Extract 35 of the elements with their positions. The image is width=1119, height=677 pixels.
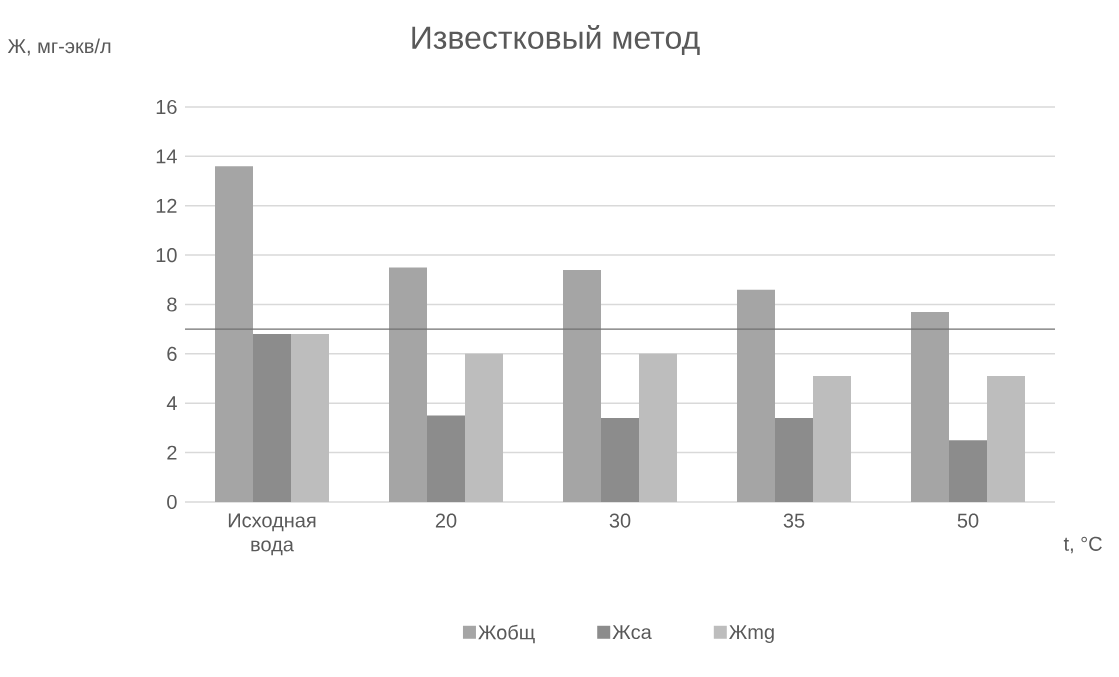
x-axis-title: t, °C: [1063, 536, 1102, 554]
bar: [775, 418, 813, 502]
legend-label: Жобщ: [478, 624, 535, 644]
y-tick-label: 12: [156, 198, 177, 213]
y-tick-label: 10: [156, 248, 177, 263]
y-tick-label: 2: [167, 445, 177, 460]
y-tick-label: 0: [167, 494, 177, 510]
bar: [291, 334, 330, 502]
y-tick-label: 14: [156, 149, 177, 164]
chart-title: Известковый метод: [412, 24, 700, 56]
y-tick-label: 8: [167, 297, 177, 312]
bar: [253, 334, 292, 502]
x-tick-label: 30: [609, 513, 631, 528]
y-axis-title: Ж, мг-экв/л: [7, 38, 111, 56]
bar: [949, 440, 987, 502]
legend-label: Жmg: [729, 625, 774, 644]
y-tick-label: 16: [156, 99, 177, 115]
y-tick-label: 4: [166, 396, 177, 411]
bar: [639, 353, 677, 502]
x-tick-label: Исходная вода: [228, 513, 316, 556]
y-tick-label: 6: [167, 346, 177, 361]
bar: [389, 267, 427, 502]
bar: [987, 376, 1025, 502]
bar: [813, 376, 851, 502]
x-tick-label: 35: [783, 513, 805, 528]
bar: [465, 353, 504, 502]
bar: [911, 311, 949, 502]
bar: [737, 289, 775, 502]
bar: [601, 418, 639, 502]
bar: [563, 269, 601, 502]
bar: [215, 166, 254, 502]
x-tick-label: 20: [435, 513, 457, 528]
bar: [427, 415, 465, 502]
x-tick-label: 50: [957, 513, 979, 528]
legend-label: Жса: [612, 625, 652, 640]
